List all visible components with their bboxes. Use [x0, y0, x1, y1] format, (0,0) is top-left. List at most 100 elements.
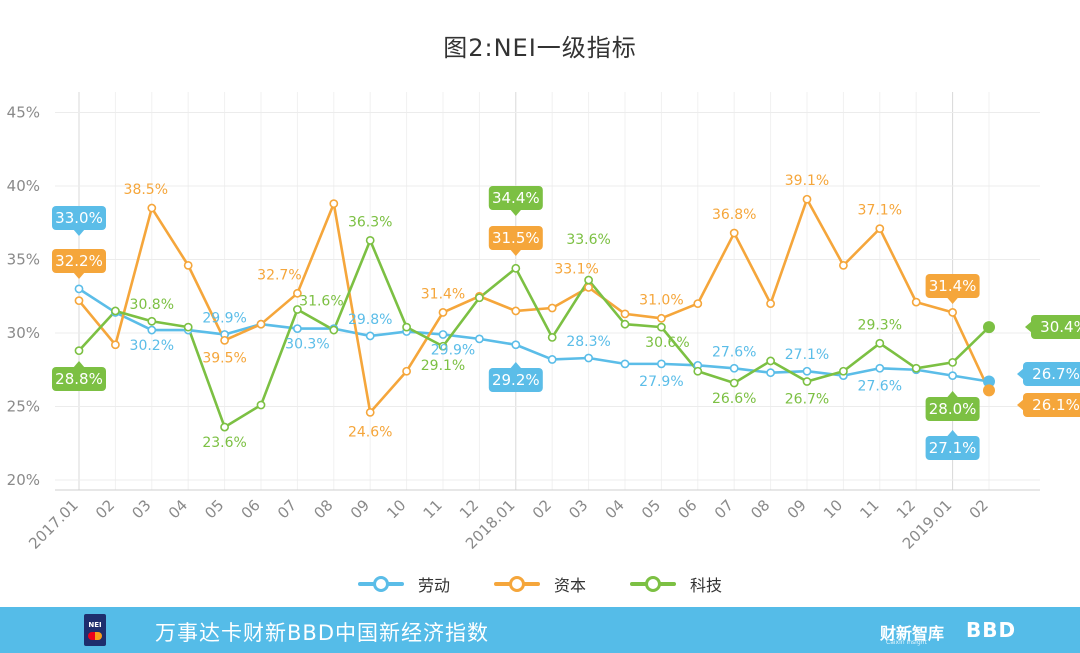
data-point[interactable] — [511, 340, 521, 350]
data-point[interactable] — [547, 355, 557, 364]
data-point[interactable] — [147, 203, 157, 213]
legend-item-labor[interactable]: 劳动 — [357, 572, 450, 596]
data-point[interactable] — [766, 299, 775, 308]
data-point[interactable] — [511, 263, 521, 273]
data-point[interactable] — [657, 359, 666, 369]
callout-text: 26.1% — [1032, 396, 1080, 414]
data-point[interactable] — [402, 366, 411, 376]
data-label: 33.6% — [566, 232, 610, 248]
data-point[interactable] — [365, 331, 375, 341]
data-point[interactable] — [365, 235, 375, 245]
callout-text: 30.4% — [1040, 318, 1080, 336]
data-label: 37.1% — [858, 203, 902, 219]
series-line-2 — [78, 239, 990, 429]
data-point[interactable] — [657, 322, 666, 332]
data-point[interactable] — [292, 324, 302, 333]
legend-item-technology[interactable]: 科技 — [630, 572, 722, 596]
data-point[interactable] — [839, 260, 848, 270]
data-point[interactable] — [183, 260, 193, 270]
data-point[interactable] — [74, 296, 84, 306]
callout-pointer — [1017, 368, 1024, 380]
callout-pointer — [1017, 399, 1024, 411]
data-point[interactable] — [802, 366, 812, 376]
data-point[interactable] — [147, 316, 157, 326]
callout-label: 29.2% — [488, 362, 543, 392]
data-point[interactable] — [220, 335, 229, 345]
data-point[interactable] — [729, 378, 739, 388]
data-point[interactable] — [256, 319, 266, 329]
callout-pointer — [1025, 321, 1032, 333]
callout-box — [52, 367, 106, 391]
data-label: 29.9% — [202, 310, 246, 326]
data-point[interactable] — [983, 321, 995, 334]
data-point[interactable] — [693, 366, 703, 376]
data-point[interactable] — [948, 357, 957, 367]
x-tick-label: 04 — [602, 496, 628, 522]
data-label: 27.1% — [785, 347, 829, 363]
nei-logo-icon: NEI — [84, 614, 106, 646]
legend-item-capital[interactable]: 资本 — [493, 572, 586, 596]
data-point[interactable] — [74, 346, 84, 356]
data-point[interactable] — [584, 353, 593, 363]
x-tick-label: 08 — [310, 496, 336, 522]
data-point[interactable] — [875, 363, 885, 373]
data-point[interactable] — [729, 363, 739, 373]
data-point[interactable] — [875, 224, 885, 234]
data-point[interactable] — [875, 338, 885, 348]
data-point[interactable] — [474, 293, 484, 303]
data-point[interactable] — [474, 334, 484, 344]
data-point[interactable] — [111, 306, 120, 316]
data-point[interactable] — [911, 297, 921, 307]
callout-label: 30.4% — [1025, 315, 1080, 339]
callout-pointer — [73, 361, 85, 368]
data-point[interactable] — [620, 359, 630, 369]
data-point[interactable] — [292, 305, 302, 314]
data-point[interactable] — [948, 371, 957, 381]
data-point[interactable] — [147, 325, 157, 335]
legend-label-technology: 科技 — [690, 576, 723, 595]
data-point[interactable] — [620, 309, 630, 319]
data-point[interactable] — [365, 407, 375, 417]
data-label: 29.3% — [858, 317, 902, 333]
x-tick-label: 12 — [456, 496, 482, 522]
data-point[interactable] — [839, 366, 848, 376]
callout-text: 31.4% — [929, 277, 977, 295]
data-point[interactable] — [693, 299, 703, 308]
x-tick-label: 04 — [165, 496, 191, 522]
callout-box — [1023, 393, 1080, 417]
data-point[interactable] — [511, 306, 521, 316]
data-point[interactable] — [329, 325, 339, 335]
data-point[interactable] — [766, 356, 775, 366]
data-point[interactable] — [657, 313, 666, 323]
data-point[interactable] — [729, 228, 739, 238]
callout-pointer — [509, 362, 522, 369]
data-point[interactable] — [983, 375, 995, 388]
data-point[interactable] — [402, 322, 411, 332]
callout-text: 31.5% — [492, 229, 540, 247]
x-tick-label: 12 — [893, 496, 919, 522]
data-label: 24.6% — [348, 424, 392, 440]
data-point[interactable] — [183, 322, 193, 332]
data-point[interactable] — [547, 333, 557, 342]
nei-logo-text: NEI — [88, 620, 102, 629]
data-point[interactable] — [438, 341, 448, 351]
data-point[interactable] — [438, 330, 448, 339]
data-point[interactable] — [911, 363, 921, 373]
data-point[interactable] — [584, 283, 593, 292]
data-point[interactable] — [74, 284, 84, 294]
data-point[interactable] — [802, 194, 812, 204]
data-point[interactable] — [438, 308, 448, 317]
data-point[interactable] — [766, 368, 775, 378]
data-point[interactable] — [584, 275, 593, 285]
data-point[interactable] — [111, 340, 120, 350]
data-point[interactable] — [802, 377, 812, 386]
x-tick-label: 09 — [347, 496, 373, 522]
data-point[interactable] — [620, 319, 630, 329]
data-point[interactable] — [948, 308, 957, 317]
data-point[interactable] — [329, 199, 339, 209]
data-point[interactable] — [256, 400, 266, 410]
data-point[interactable] — [292, 288, 302, 298]
data-point[interactable] — [220, 422, 229, 432]
data-point[interactable] — [547, 303, 557, 313]
data-point[interactable] — [983, 384, 995, 397]
